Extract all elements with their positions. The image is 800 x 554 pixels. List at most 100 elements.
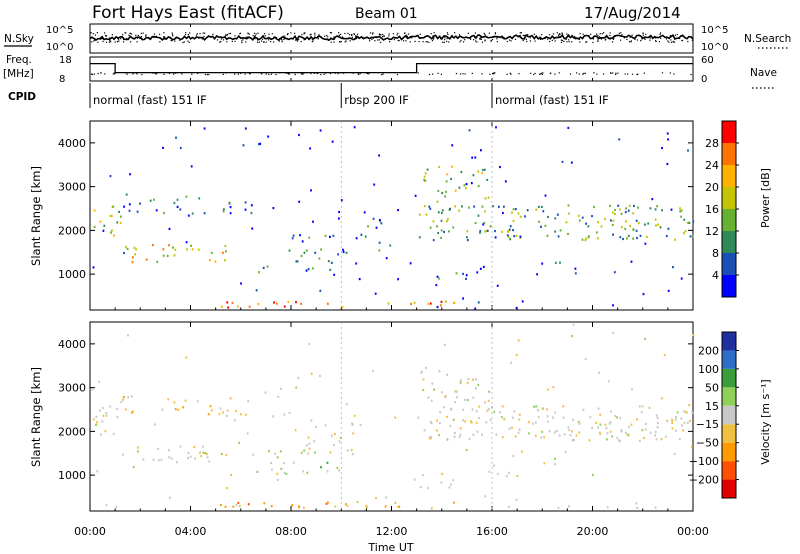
power-cell	[380, 222, 383, 225]
nsearch-point	[480, 37, 482, 39]
velocity-cell	[458, 435, 461, 439]
power-cell	[544, 194, 547, 197]
power-cell	[397, 209, 399, 212]
nsearch-point	[529, 40, 532, 42]
nave-point	[382, 73, 384, 75]
nsearch-point	[430, 33, 432, 35]
nave-point	[464, 73, 466, 75]
power-cell	[445, 190, 447, 193]
nsearch-point	[212, 33, 214, 35]
velocity-cell	[568, 429, 571, 432]
velocity-cell	[308, 342, 311, 345]
power-cell	[162, 248, 165, 251]
power-cell	[242, 144, 245, 147]
nave-point	[539, 73, 541, 75]
velocity-cell	[475, 387, 477, 390]
colorbar-swatch	[722, 387, 736, 406]
nsearch-point	[239, 33, 241, 35]
nsearch-point	[188, 35, 190, 38]
nsearch-point	[131, 33, 133, 35]
power-cell	[203, 212, 206, 215]
velocity-cell	[452, 418, 455, 421]
power-cell	[670, 208, 673, 211]
nave-point	[91, 73, 94, 76]
velocity-cell	[394, 501, 397, 504]
nsearch-point	[524, 34, 526, 37]
power-cell	[353, 126, 356, 129]
power-cell	[135, 248, 137, 251]
velocity-cell	[515, 353, 518, 357]
nsearch-point	[510, 40, 512, 42]
power-cell	[379, 219, 381, 222]
nsearch-point	[210, 36, 212, 38]
nave-point	[320, 73, 322, 76]
velocity-cell	[350, 448, 353, 452]
power-cell	[567, 126, 570, 129]
nsearch-point	[606, 36, 608, 38]
nsearch-point	[388, 33, 390, 35]
nsearch-point	[257, 32, 259, 34]
velocity-cell	[375, 497, 377, 500]
power-cell	[536, 273, 538, 276]
velocity-cell	[450, 408, 452, 411]
nsearch-point	[353, 33, 355, 35]
nsearch-point	[261, 38, 264, 40]
velocity-cell	[533, 405, 536, 408]
nsearch-point	[629, 36, 631, 38]
nave-point	[302, 73, 304, 75]
power-cell	[458, 186, 461, 189]
nave-point	[357, 72, 359, 74]
power-cell	[559, 229, 562, 232]
power-cell	[387, 302, 390, 305]
nsearch-point	[387, 37, 389, 39]
nsearch-point	[338, 34, 340, 36]
nsearch-point	[444, 37, 446, 39]
power-cell	[162, 146, 164, 149]
colorbar-swatch	[722, 332, 736, 351]
velocity-cell	[280, 467, 283, 470]
nsearch-point	[351, 33, 353, 36]
nsearch-point	[475, 40, 477, 42]
freq-unit: [MHz]	[3, 68, 34, 80]
nave-label: Nave	[750, 67, 777, 79]
nsearch-point	[196, 33, 199, 35]
power-cell	[692, 220, 695, 223]
nsearch-point	[381, 36, 384, 38]
nsearch-point	[539, 38, 542, 41]
nsearch-point	[554, 40, 556, 42]
nave-point	[550, 72, 552, 74]
nsearch-point	[371, 38, 373, 41]
nsky-tick-high: 10^5	[46, 25, 73, 36]
velocity-cell	[239, 413, 242, 416]
nsearch-point	[275, 36, 278, 39]
nsearch-point	[560, 39, 562, 41]
power-cell	[482, 168, 484, 172]
velocity-cell	[307, 452, 310, 455]
power-cell	[440, 219, 443, 222]
nsearch-point	[597, 40, 599, 42]
nsearch-point	[334, 38, 336, 40]
velocity-cell	[619, 417, 622, 420]
power-cell	[479, 267, 482, 270]
nsearch-point	[344, 41, 346, 43]
nsearch-point	[478, 34, 480, 36]
nsearch-point	[187, 40, 189, 42]
power-cell	[661, 147, 663, 150]
nsearch-point	[248, 33, 250, 35]
power-cell	[625, 207, 627, 210]
nave-point	[669, 72, 671, 74]
nsearch-point	[348, 34, 351, 36]
power-cell	[635, 219, 638, 222]
velocity-cell	[681, 424, 683, 427]
power-cell	[409, 262, 412, 265]
velocity-cell	[303, 506, 305, 509]
velocity-cell	[280, 387, 282, 390]
nave-point	[337, 73, 339, 75]
power-cell	[600, 225, 603, 228]
nave-point	[627, 73, 629, 75]
velocity-cell	[430, 399, 433, 402]
nsearch-point	[356, 37, 358, 40]
nsearch-point	[349, 40, 351, 42]
velocity-cell	[489, 418, 492, 422]
nsearch-point	[326, 34, 328, 37]
